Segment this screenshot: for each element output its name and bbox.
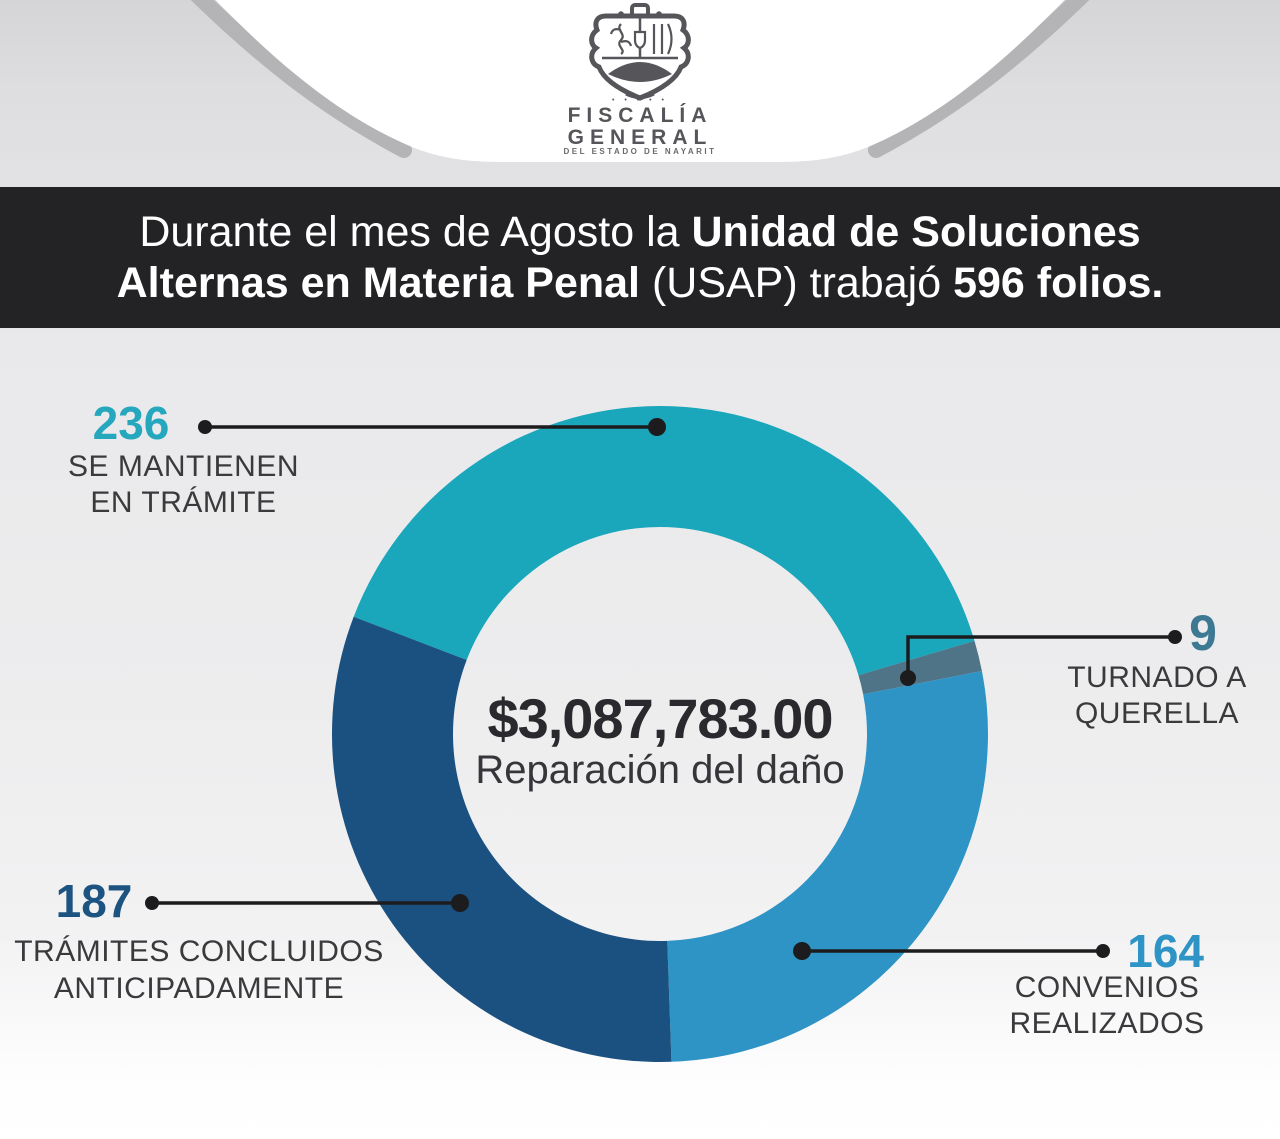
callout-concluidos-line1: TRÁMITES CONCLUIDOS (14, 935, 384, 968)
callout-querella-line2: QUERELLA (1074, 697, 1240, 730)
donut-segment-concluidos (331, 616, 672, 1063)
callout-querella-label: TURNADO A QUERELLA (1032, 660, 1280, 732)
leader-dot-tramite-label (198, 420, 212, 434)
logo-ornament-dots: • • • • • (611, 97, 669, 104)
callout-convenios-line2: REALIZADOS (1009, 1007, 1205, 1040)
callout-concluidos-line2: ANTICIPADAMENTE (53, 972, 345, 1005)
leader-dot-concluidos-label (145, 896, 159, 910)
leader-line-querella (906, 635, 1175, 678)
leader-dot-tramite-slice (648, 418, 666, 436)
donut-segment-tramite (353, 405, 975, 676)
callout-tramite-number: 236 (92, 397, 170, 449)
shield-corn-plant (609, 23, 633, 55)
logo-org-name-line1: FISCALÍA (567, 104, 713, 127)
donut-segments-group (331, 405, 988, 1063)
callout-concluidos-label: TRÁMITES CONCLUIDOS ANTICIPADAMENTE (14, 933, 384, 1007)
coat-of-arms (589, 3, 691, 101)
callout-convenios-label: CONVENIOS REALIZADOS (977, 970, 1237, 1042)
leader-dot-convenios-label (1096, 944, 1110, 958)
callout-querella-number: 9 (1189, 605, 1217, 661)
logo-org-name-line2: GENERAL (567, 126, 713, 149)
shield-mountain (608, 62, 672, 82)
callout-leaders (145, 418, 1182, 960)
reparacion-amount: $3,087,783.00 (487, 687, 833, 750)
callout-tramite-label: SE MANTIENEN EN TRÁMITE (26, 449, 341, 521)
leader-dot-concluidos-slice (451, 894, 469, 912)
shield-base-scroll (625, 92, 655, 99)
callout-tramite-line1: SE MANTIENEN (67, 450, 300, 483)
header-curve-band-right (868, 0, 1090, 158)
headline-line-2: Alternas en Materia Penal (USAP) trabajó… (117, 258, 1164, 309)
callout-querella-line1: TURNADO A (1067, 661, 1247, 694)
donut-segment-querella (858, 640, 982, 695)
callout-convenios-number: 164 (1127, 925, 1204, 977)
shield-inner-escutcheon (633, 30, 647, 50)
callout-convenios-line1: CONVENIOS (1014, 971, 1200, 1004)
headline-banner: Durante el mes de Agosto la Unidad de So… (0, 187, 1280, 328)
headline-line2-bold-end: 596 folios. (953, 258, 1164, 307)
header-curve-band-left (190, 0, 412, 158)
donut-segment-convenios (667, 671, 988, 1062)
headline-line1-bold: Unidad de Soluciones (691, 207, 1141, 256)
callout-concluidos-number: 187 (55, 875, 133, 927)
headline-line2-regular: (USAP) trabajó (640, 258, 954, 307)
headline-line1-regular: Durante el mes de Agosto la (139, 207, 692, 256)
headline-line2-bold: Alternas en Materia Penal (116, 258, 640, 307)
headline-line-1: Durante el mes de Agosto la Unidad de So… (139, 207, 1140, 258)
leader-dot-querella-slice (900, 670, 916, 686)
leader-dot-querella-label (1168, 630, 1182, 644)
callout-tramite-line2: EN TRÁMITE (90, 486, 277, 519)
leader-dot-convenios-slice (793, 942, 811, 960)
logo-org-subtitle: DEL ESTADO DE NAYARIT (563, 147, 717, 156)
reparacion-caption: Reparación del daño (475, 748, 845, 792)
shield-arrows-bow (652, 23, 673, 55)
